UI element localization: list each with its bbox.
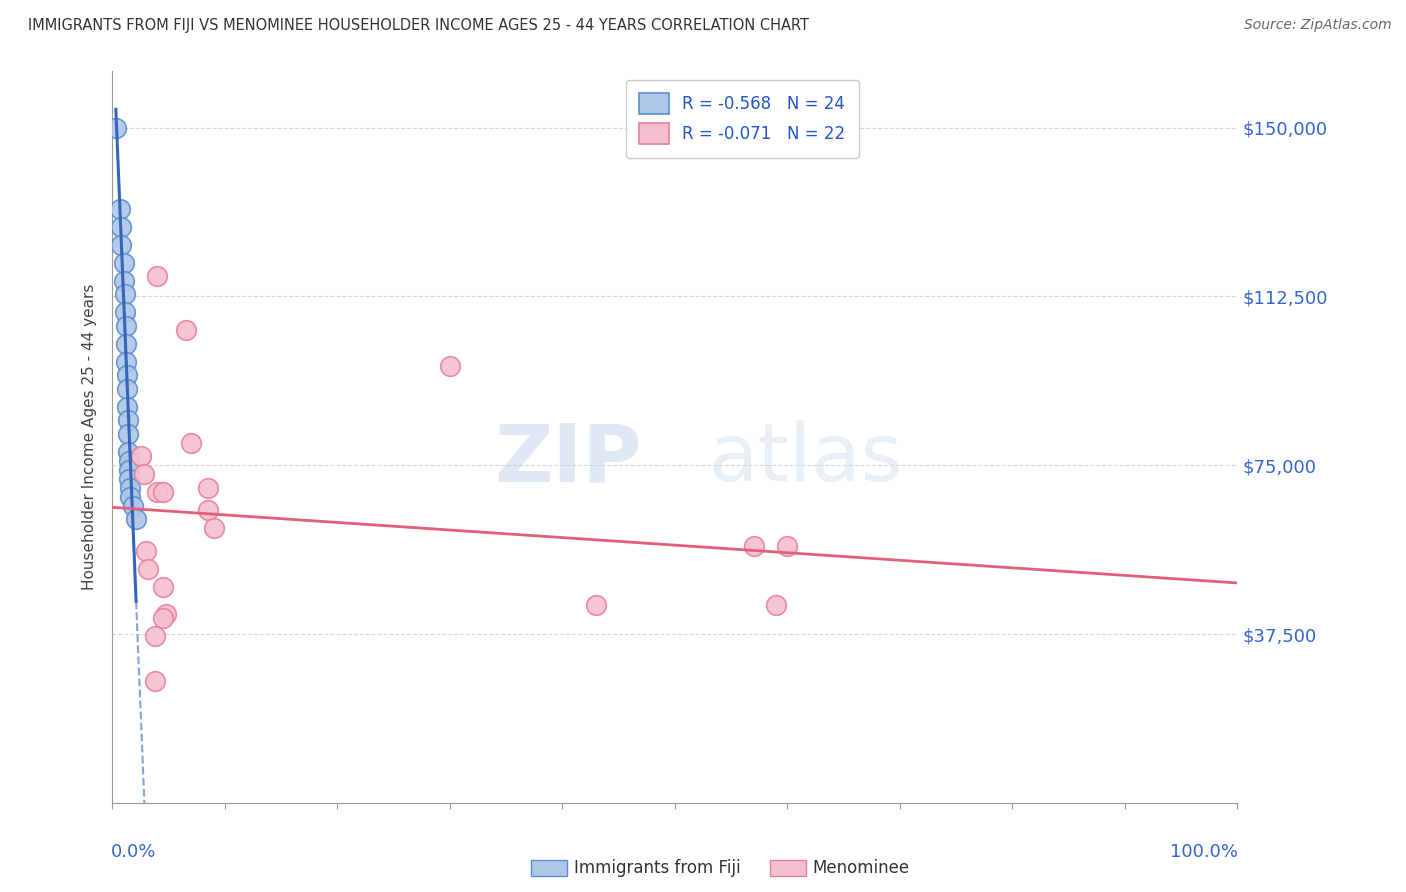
Point bbox=[585, 598, 607, 612]
Point bbox=[765, 598, 787, 612]
Point bbox=[110, 202, 132, 216]
Point bbox=[138, 562, 160, 576]
Point bbox=[115, 400, 138, 414]
Text: 100.0%: 100.0% bbox=[1170, 843, 1239, 861]
Point bbox=[114, 287, 136, 301]
Point bbox=[180, 435, 202, 450]
Point bbox=[197, 503, 219, 517]
Point bbox=[174, 323, 197, 337]
Point bbox=[118, 453, 141, 467]
Point bbox=[146, 269, 169, 284]
Point bbox=[125, 512, 148, 526]
Point bbox=[742, 539, 765, 553]
Point bbox=[112, 274, 135, 288]
Point bbox=[152, 611, 174, 625]
Point bbox=[197, 481, 219, 495]
Point bbox=[439, 359, 461, 374]
Point bbox=[115, 318, 138, 333]
Point bbox=[104, 120, 127, 135]
Text: atlas: atlas bbox=[709, 420, 903, 498]
Text: 0.0%: 0.0% bbox=[111, 843, 156, 861]
Point bbox=[152, 580, 174, 594]
Point bbox=[114, 305, 136, 319]
Point bbox=[120, 490, 142, 504]
Point bbox=[115, 368, 138, 383]
Point bbox=[143, 629, 166, 643]
Text: Source: ZipAtlas.com: Source: ZipAtlas.com bbox=[1244, 18, 1392, 32]
Text: IMMIGRANTS FROM FIJI VS MENOMINEE HOUSEHOLDER INCOME AGES 25 - 44 YEARS CORRELAT: IMMIGRANTS FROM FIJI VS MENOMINEE HOUSEH… bbox=[28, 18, 808, 33]
Point bbox=[115, 382, 138, 396]
Point bbox=[118, 472, 141, 486]
Point bbox=[129, 449, 152, 463]
Point bbox=[117, 444, 139, 458]
Text: ZIP: ZIP bbox=[494, 420, 641, 498]
Legend: R = -0.568   N = 24, R = -0.071   N = 22: R = -0.568 N = 24, R = -0.071 N = 22 bbox=[626, 79, 859, 158]
Point bbox=[115, 354, 138, 368]
Point bbox=[202, 521, 225, 535]
Point bbox=[135, 543, 157, 558]
Text: Menominee: Menominee bbox=[813, 859, 910, 877]
Point bbox=[118, 463, 141, 477]
Point bbox=[146, 485, 169, 500]
Point bbox=[110, 237, 132, 252]
Point bbox=[112, 255, 135, 269]
Point bbox=[120, 481, 142, 495]
Text: Immigrants from Fiji: Immigrants from Fiji bbox=[574, 859, 741, 877]
Point bbox=[115, 336, 138, 351]
Point bbox=[117, 413, 139, 427]
Point bbox=[776, 539, 799, 553]
Point bbox=[121, 499, 143, 513]
Point bbox=[155, 607, 177, 621]
Point bbox=[110, 219, 132, 234]
Point bbox=[117, 426, 139, 441]
Y-axis label: Householder Income Ages 25 - 44 years: Householder Income Ages 25 - 44 years bbox=[82, 284, 97, 591]
Point bbox=[132, 467, 155, 482]
Point bbox=[152, 485, 174, 500]
Point bbox=[143, 674, 166, 689]
